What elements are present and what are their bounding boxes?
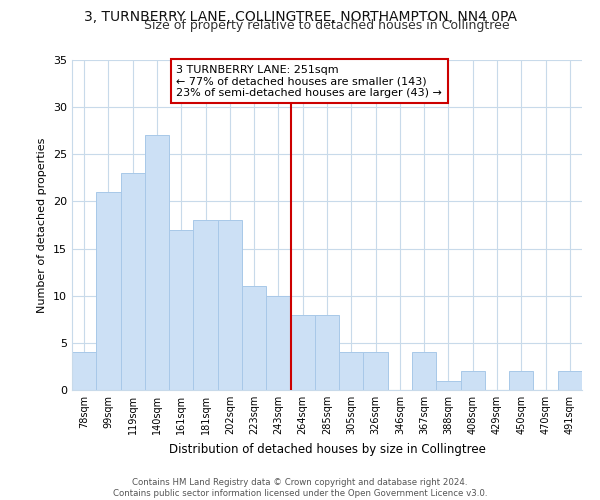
Bar [96,192,121,390]
Bar [339,352,364,390]
Bar [193,220,218,390]
Bar [315,314,339,390]
Title: Size of property relative to detached houses in Collingtree: Size of property relative to detached ho… [144,20,510,32]
Bar [72,352,96,390]
Text: 3, TURNBERRY LANE, COLLINGTREE, NORTHAMPTON, NN4 0PA: 3, TURNBERRY LANE, COLLINGTREE, NORTHAMP… [83,10,517,24]
Bar [436,380,461,390]
Y-axis label: Number of detached properties: Number of detached properties [37,138,47,312]
Bar [169,230,193,390]
Bar [121,173,145,390]
Bar [461,371,485,390]
Bar [266,296,290,390]
Bar [242,286,266,390]
Bar [558,371,582,390]
Bar [509,371,533,390]
Bar [412,352,436,390]
X-axis label: Distribution of detached houses by size in Collingtree: Distribution of detached houses by size … [169,442,485,456]
Text: 3 TURNBERRY LANE: 251sqm
← 77% of detached houses are smaller (143)
23% of semi-: 3 TURNBERRY LANE: 251sqm ← 77% of detach… [176,64,442,98]
Bar [145,136,169,390]
Bar [218,220,242,390]
Bar [364,352,388,390]
Text: Contains HM Land Registry data © Crown copyright and database right 2024.
Contai: Contains HM Land Registry data © Crown c… [113,478,487,498]
Bar [290,314,315,390]
